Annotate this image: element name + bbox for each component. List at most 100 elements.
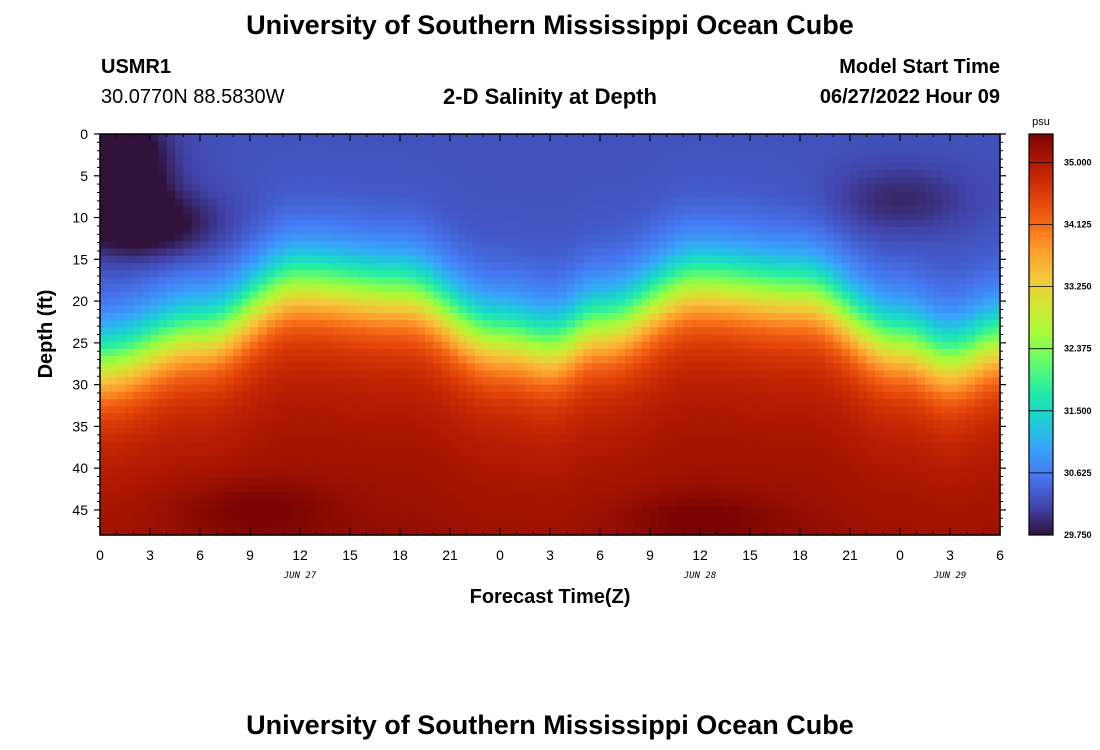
heatmap-cell	[483, 470, 493, 479]
heatmap-cell	[283, 370, 293, 379]
heatmap-cell	[650, 262, 659, 271]
heatmap-cell	[458, 391, 468, 400]
heatmap-cell	[216, 513, 226, 522]
heatmap-cell	[641, 270, 651, 278]
heatmap-cell	[808, 377, 818, 386]
heatmap-cell	[141, 234, 151, 243]
heatmap-cell	[608, 255, 618, 264]
heatmap-cell	[625, 305, 634, 314]
heatmap-cell	[833, 255, 843, 264]
heatmap-cell	[683, 506, 693, 515]
heatmap-cell	[325, 463, 334, 472]
heatmap-cell	[141, 384, 151, 393]
heatmap-cell	[608, 427, 618, 436]
heatmap-cell	[591, 370, 601, 379]
heatmap-cell	[725, 176, 734, 185]
heatmap-cell	[600, 449, 609, 457]
heatmap-cell	[233, 298, 243, 307]
heatmap-cell	[491, 227, 501, 235]
heatmap-cell	[325, 176, 334, 185]
heatmap-cell	[300, 162, 309, 171]
heatmap-cell	[416, 355, 426, 364]
heatmap-cell	[108, 492, 118, 500]
heatmap-cell	[691, 320, 701, 328]
heatmap-cell	[108, 234, 118, 243]
heatmap-cell	[450, 248, 459, 257]
heatmap-cell	[308, 348, 318, 357]
heatmap-cell	[508, 234, 518, 243]
heatmap-cell	[141, 176, 151, 185]
heatmap-cell	[575, 241, 584, 250]
heatmap-cell	[358, 420, 368, 429]
heatmap-cell	[625, 134, 634, 142]
heatmap-cell	[625, 463, 634, 472]
heatmap-cell	[616, 298, 626, 307]
heatmap-cell	[200, 413, 209, 422]
heatmap-cell	[766, 348, 776, 357]
heatmap-cell	[208, 463, 218, 472]
heatmap-cell	[241, 484, 251, 493]
heatmap-cell	[258, 391, 268, 400]
heatmap-cell	[166, 363, 176, 371]
heatmap-cell	[633, 384, 643, 393]
heatmap-cell	[250, 513, 259, 522]
heatmap-cell	[300, 391, 309, 400]
heatmap-cell	[316, 427, 326, 436]
heatmap-cell	[608, 169, 618, 178]
heatmap-cell	[816, 420, 826, 429]
heatmap-cell	[791, 477, 801, 486]
heatmap-cell	[358, 520, 368, 529]
heatmap-cell	[516, 313, 526, 321]
heatmap-cell	[383, 305, 393, 314]
heatmap-cell	[441, 248, 451, 257]
heatmap-cell	[400, 398, 409, 407]
heatmap-cell	[158, 377, 168, 386]
heatmap-cell	[183, 334, 193, 343]
heatmap-cell	[466, 327, 476, 336]
model-start-value: 06/27/2022 Hour 09	[819, 86, 1000, 108]
heatmap-cell	[541, 492, 551, 500]
heatmap-cell	[733, 355, 743, 364]
heatmap-cell	[825, 198, 834, 207]
heatmap-cell	[641, 527, 651, 536]
heatmap-cell	[291, 398, 301, 407]
heatmap-cell	[641, 248, 651, 257]
heatmap-cell	[375, 284, 384, 293]
heatmap-cell	[400, 527, 409, 536]
heatmap-cell	[341, 155, 351, 164]
heatmap-cell	[583, 449, 593, 457]
heatmap-cell	[225, 370, 234, 379]
heatmap-cell	[175, 205, 184, 214]
heatmap-cell	[650, 499, 659, 507]
heatmap-cell	[825, 398, 834, 407]
heatmap-cell	[700, 169, 709, 178]
heatmap-cell	[425, 291, 434, 300]
heatmap-cell	[200, 420, 209, 429]
heatmap-cell	[683, 270, 693, 278]
heatmap-cell	[233, 277, 243, 285]
heatmap-cell	[583, 527, 593, 536]
heatmap-cell	[783, 255, 793, 264]
heatmap-cell	[483, 348, 493, 357]
heatmap-cell	[658, 212, 668, 221]
heatmap-cell	[833, 413, 843, 422]
heatmap-cell	[283, 270, 293, 278]
heatmap-cell	[558, 134, 568, 142]
heatmap-cell	[516, 427, 526, 436]
heatmap-cell	[441, 363, 451, 371]
heatmap-cell	[491, 270, 501, 278]
heatmap-cell	[183, 456, 193, 464]
heatmap-cell	[341, 398, 351, 407]
heatmap-cell	[341, 527, 351, 536]
heatmap-cell	[758, 298, 768, 307]
heatmap-cell	[383, 477, 393, 486]
heatmap-cell	[816, 398, 826, 407]
heatmap-cell	[441, 513, 451, 522]
heatmap-cell	[358, 234, 368, 243]
heatmap-cell	[508, 184, 518, 192]
heatmap-cell	[475, 234, 484, 243]
heatmap-cell	[250, 527, 259, 536]
heatmap-cell	[525, 413, 534, 422]
heatmap-cell	[583, 212, 593, 221]
heatmap-cell	[200, 492, 209, 500]
